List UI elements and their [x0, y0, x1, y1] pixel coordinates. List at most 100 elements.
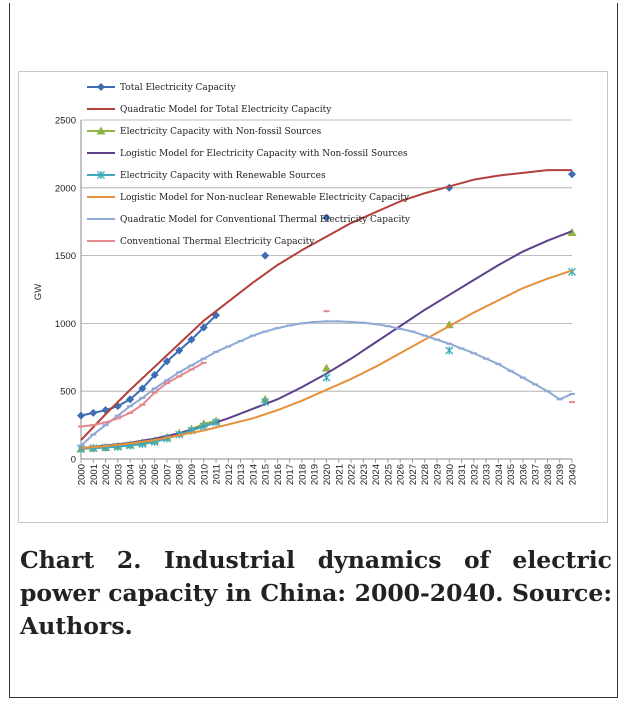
legend-label: Conventional Thermal Electricity Capacit…: [120, 237, 315, 247]
series-1: [80, 169, 572, 441]
legend-label: Electricity Capacity with Non-fossil Sou…: [120, 127, 322, 137]
data-point: [445, 346, 454, 355]
legend: Total Electricity Capacity Quadratic Mode…: [87, 83, 411, 247]
x-tick-label: 2009: [187, 464, 198, 485]
series-layer: [76, 169, 577, 453]
legend-item: Logistic Model for Electricity Capacity …: [87, 149, 408, 159]
y-tick-label: 500: [60, 387, 76, 398]
x-tick-label: 2031: [457, 464, 468, 485]
series-line: [80, 361, 205, 428]
data-point: [150, 370, 159, 379]
x-tick-label: 2021: [334, 464, 345, 485]
data-point: [322, 213, 331, 222]
x-tick-label: 2036: [518, 464, 529, 485]
x-tick-label: 2008: [175, 464, 186, 485]
x-tick-label: 2013: [236, 464, 247, 485]
legend-label: Quadratic Model for Total Electricity Ca…: [120, 105, 332, 115]
y-tick-label: 2000: [55, 183, 76, 194]
legend-item: Electricity Capacity with Non-fossil Sou…: [87, 126, 322, 137]
series-line: [80, 314, 217, 417]
y-tick-label: 1500: [55, 251, 76, 262]
x-tick-label: 2004: [126, 464, 137, 485]
series-line: [80, 421, 217, 450]
data-point: [261, 251, 270, 260]
data-point: [212, 418, 220, 427]
legend-marker: [97, 171, 105, 179]
chart-area: 0 500 1000 1500 2000 2500 2000 2001 2002 2003 2004…: [18, 71, 608, 523]
data-point: [187, 335, 196, 344]
series-5: [80, 269, 573, 450]
y-tick-label: 1000: [55, 319, 76, 330]
x-tick-label: 2003: [113, 464, 124, 485]
y-axis-label: GW: [33, 284, 44, 300]
x-tick-label: 2025: [383, 464, 394, 485]
x-tick-label: 2019: [310, 464, 321, 485]
legend-item: Total Electricity Capacity: [87, 83, 236, 93]
x-tick-label: 2022: [347, 464, 358, 485]
x-tick-label: 2017: [285, 464, 296, 485]
data-point: [175, 346, 184, 355]
x-tick-label: 2040: [568, 464, 579, 485]
series-6: [78, 320, 575, 447]
figure-frame: [9, 3, 618, 698]
series-3: [80, 230, 573, 450]
x-tick-label: 2018: [297, 464, 308, 485]
x-tick-label: 2028: [420, 464, 431, 485]
series-7: [78, 310, 575, 428]
series-4: [77, 267, 576, 453]
x-tick-label: 2015: [261, 464, 272, 485]
x-tick-label: 2016: [273, 464, 284, 485]
data-point: [322, 373, 331, 382]
x-tick-label: 2032: [469, 464, 480, 485]
x-tick-label: 2001: [89, 464, 100, 485]
data-point: [89, 408, 98, 417]
x-tick-label: 2007: [162, 464, 173, 485]
figure-caption: Chart 2. Industrial dynamics of electric…: [20, 546, 612, 640]
x-tick-label: 2024: [371, 464, 382, 485]
x-tick-label: 2027: [408, 464, 419, 485]
x-tick-label: 2006: [150, 464, 161, 485]
series-line: [80, 320, 573, 447]
legend-label: Logistic Model for Electricity Capacity …: [120, 149, 408, 159]
x-tick-label: 2035: [506, 464, 517, 485]
x-tick-label: 2010: [199, 464, 210, 485]
legend-item: Quadratic Model for Conventional Thermal…: [87, 215, 411, 225]
x-tick-label: 2012: [224, 464, 235, 485]
series-line: [80, 230, 573, 450]
x-tick-label: 2014: [248, 464, 259, 485]
legend-item: Electricity Capacity with Renewable Sour…: [87, 171, 326, 181]
grid-lines: [81, 119, 572, 392]
legend-item: Quadratic Model for Total Electricity Ca…: [87, 105, 332, 115]
legend-marker: [97, 83, 105, 91]
x-tick-label: 2029: [432, 464, 443, 485]
x-tick-label: 2026: [396, 464, 407, 485]
x-tick-label: 2011: [212, 464, 223, 484]
legend-label: Electricity Capacity with Renewable Sour…: [120, 171, 326, 181]
y-tick-label: 0: [71, 455, 76, 466]
data-point: [261, 398, 270, 407]
data-point: [199, 323, 208, 332]
data-point: [138, 384, 147, 393]
x-tick-label: 2023: [359, 464, 370, 485]
x-tick-label: 2037: [531, 464, 542, 485]
data-point: [126, 395, 135, 404]
series-line: [80, 420, 217, 450]
data-point: [162, 357, 171, 366]
data-point: [199, 422, 208, 431]
x-tick-label: 2033: [482, 464, 493, 485]
legend-label: Logistic Model for Non-nuclear Renewable…: [120, 193, 410, 203]
x-tick-label: 2002: [101, 464, 112, 485]
legend-item: Logistic Model for Non-nuclear Renewable…: [87, 193, 410, 203]
data-point: [77, 411, 85, 420]
legend-label: Total Electricity Capacity: [120, 83, 236, 93]
x-tick-label: 2000: [77, 464, 88, 485]
data-point: [568, 267, 576, 276]
x-tick-label: 2005: [138, 464, 149, 485]
x-tick-label: 2030: [445, 464, 456, 485]
x-tick-label: 2038: [543, 464, 554, 485]
data-point: [322, 363, 331, 372]
legend-marker: [96, 126, 106, 135]
legend-label: Quadratic Model for Conventional Thermal…: [120, 215, 411, 225]
